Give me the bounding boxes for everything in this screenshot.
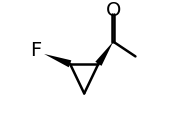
Text: O: O [106,1,121,20]
Polygon shape [95,42,113,66]
Text: F: F [30,41,42,60]
Polygon shape [44,54,71,67]
